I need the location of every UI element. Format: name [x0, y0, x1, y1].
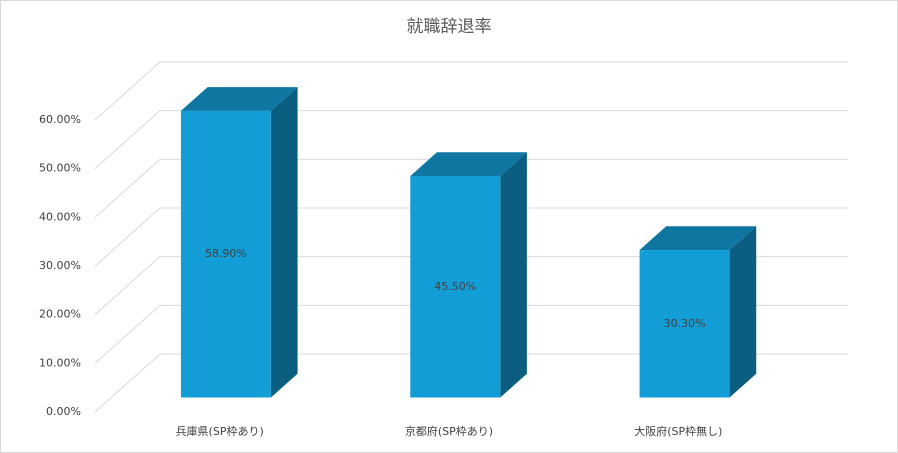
bar-side — [270, 87, 298, 398]
y-tick-label: 0.00% — [46, 405, 81, 418]
x-tick-label: 京都府(SP枠あり) — [405, 424, 493, 438]
y-tick-label: 40.00% — [39, 210, 81, 223]
bar-top — [639, 226, 757, 251]
bar-top — [410, 152, 527, 177]
grid-line — [94, 353, 848, 413]
y-tick-label: 30.00% — [39, 259, 81, 272]
bar — [180, 110, 271, 398]
y-tick-label: 50.00% — [39, 162, 81, 175]
grid-line — [94, 61, 848, 121]
x-tick-label: 大阪府(SP枠無し) — [634, 424, 722, 438]
grid-line — [94, 110, 848, 170]
grid-line — [94, 158, 848, 218]
data-label: 58.90% — [205, 247, 247, 260]
chart-title: 就職辞退率 — [407, 17, 492, 37]
bar — [410, 176, 501, 398]
y-tick-label: 10.00% — [39, 356, 81, 369]
bar — [639, 250, 730, 398]
y-tick-label: 60.00% — [39, 113, 81, 126]
data-label: 30.30% — [664, 317, 706, 330]
grid-line — [94, 304, 848, 364]
bar-side — [500, 152, 527, 398]
grid-line — [94, 256, 848, 316]
y-tick-label: 20.00% — [39, 308, 81, 321]
bar-top — [180, 87, 298, 111]
grid-line — [94, 207, 848, 267]
x-tick-label: 兵庫県(SP枠あり) — [176, 424, 264, 438]
data-label: 45.50% — [434, 280, 476, 293]
bar-side — [729, 226, 757, 398]
